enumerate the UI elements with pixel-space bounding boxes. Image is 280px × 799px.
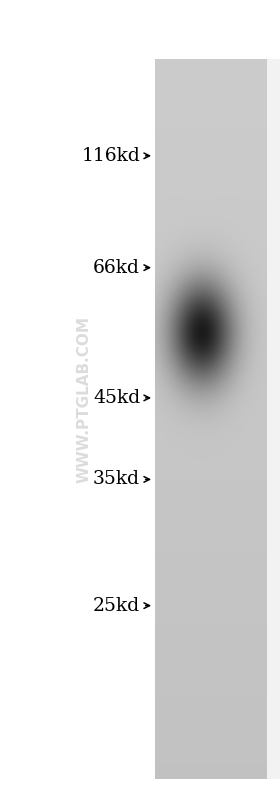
Text: 35kd: 35kd [93,471,140,488]
Text: WWW.PTGLAB.COM: WWW.PTGLAB.COM [76,316,92,483]
Text: 66kd: 66kd [93,259,140,276]
Text: 45kd: 45kd [93,389,140,407]
Text: 116kd: 116kd [81,147,140,165]
Text: 25kd: 25kd [93,597,140,614]
